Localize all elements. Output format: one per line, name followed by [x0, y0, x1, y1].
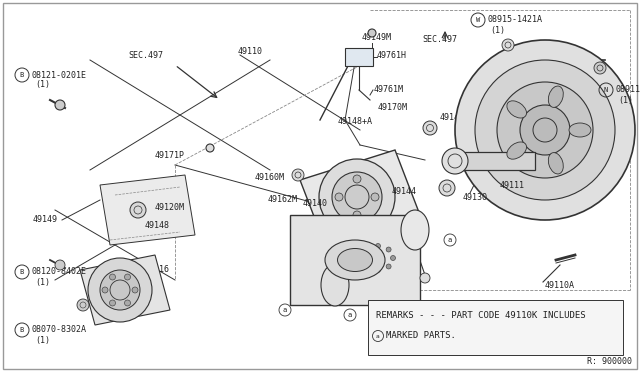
Text: 49120M: 49120M	[155, 203, 185, 212]
Circle shape	[335, 193, 343, 201]
Text: 08911-6422A: 08911-6422A	[615, 86, 640, 94]
Text: (1): (1)	[35, 336, 50, 344]
Circle shape	[475, 60, 615, 200]
Text: B: B	[20, 72, 24, 78]
Text: SEC.497: SEC.497	[128, 51, 163, 60]
Text: 08070-8302A: 08070-8302A	[31, 326, 86, 334]
Circle shape	[102, 287, 108, 293]
Circle shape	[319, 159, 395, 235]
Circle shape	[55, 100, 65, 110]
Text: 49148+A: 49148+A	[338, 118, 373, 126]
Circle shape	[55, 260, 65, 270]
Text: 49162M: 49162M	[268, 196, 298, 205]
Circle shape	[420, 273, 430, 283]
Ellipse shape	[507, 142, 527, 159]
Text: 49140: 49140	[303, 199, 328, 208]
Text: 49144: 49144	[392, 187, 417, 196]
Text: 49110A: 49110A	[545, 280, 575, 289]
Text: MARKED PARTS.: MARKED PARTS.	[386, 331, 456, 340]
Circle shape	[594, 62, 606, 74]
Text: 49116: 49116	[145, 266, 170, 275]
Ellipse shape	[569, 123, 591, 137]
Bar	[460, 152, 535, 170]
Bar	[290, 215, 420, 305]
Text: W: W	[476, 17, 480, 23]
Text: B: B	[20, 269, 24, 275]
Circle shape	[439, 180, 455, 196]
Circle shape	[292, 169, 304, 181]
Text: B: B	[20, 327, 24, 333]
Circle shape	[125, 274, 131, 280]
Text: 08120-8402E: 08120-8402E	[31, 267, 86, 276]
Circle shape	[386, 264, 391, 269]
Text: 08915-1421A: 08915-1421A	[487, 16, 542, 25]
Text: 49149: 49149	[33, 215, 58, 224]
Circle shape	[520, 105, 570, 155]
Text: 49148: 49148	[145, 221, 170, 230]
Circle shape	[365, 247, 370, 252]
Text: (1): (1)	[490, 26, 505, 35]
Text: 49110: 49110	[238, 48, 263, 57]
Ellipse shape	[548, 153, 563, 174]
Circle shape	[353, 175, 361, 183]
Ellipse shape	[337, 248, 372, 272]
Circle shape	[386, 247, 391, 252]
Text: 08121-0201E: 08121-0201E	[31, 71, 86, 80]
Circle shape	[109, 274, 115, 280]
Circle shape	[88, 258, 152, 322]
Text: SEC.497: SEC.497	[422, 35, 457, 45]
Circle shape	[390, 256, 396, 260]
Text: (1): (1)	[618, 96, 633, 105]
Circle shape	[360, 256, 365, 260]
Circle shape	[353, 211, 361, 219]
Circle shape	[332, 172, 382, 222]
Circle shape	[442, 148, 468, 174]
Text: 49761H: 49761H	[377, 51, 407, 60]
Circle shape	[376, 244, 381, 248]
Text: N: N	[604, 87, 608, 93]
Bar	[345, 48, 373, 66]
Text: (1): (1)	[35, 80, 50, 90]
Text: 49761M: 49761M	[374, 86, 404, 94]
Circle shape	[423, 121, 437, 135]
Circle shape	[100, 270, 140, 310]
Text: a: a	[348, 312, 352, 318]
Circle shape	[376, 267, 381, 273]
Text: R: 900000: R: 900000	[587, 357, 632, 366]
Text: 49148+A: 49148+A	[440, 113, 475, 122]
Circle shape	[77, 299, 89, 311]
Ellipse shape	[507, 101, 527, 118]
Text: 49149M: 49149M	[362, 33, 392, 42]
Polygon shape	[300, 150, 420, 245]
Text: REMARKS - - - PART CODE 49110K INCLUDES: REMARKS - - - PART CODE 49110K INCLUDES	[376, 311, 586, 321]
Circle shape	[130, 202, 146, 218]
Text: a: a	[448, 237, 452, 243]
Ellipse shape	[548, 86, 563, 108]
Polygon shape	[80, 255, 170, 325]
Circle shape	[125, 300, 131, 306]
Text: 4914B: 4914B	[385, 308, 410, 317]
Bar	[368, 300, 623, 355]
Text: 49111: 49111	[500, 180, 525, 189]
Ellipse shape	[321, 264, 349, 306]
Circle shape	[502, 39, 514, 51]
Circle shape	[371, 193, 379, 201]
Ellipse shape	[325, 240, 385, 280]
Circle shape	[497, 82, 593, 178]
Circle shape	[455, 40, 635, 220]
Circle shape	[365, 264, 370, 269]
Text: 49170M: 49170M	[378, 103, 408, 112]
Text: a: a	[376, 334, 380, 339]
Circle shape	[132, 287, 138, 293]
Text: (1): (1)	[35, 278, 50, 286]
Circle shape	[206, 144, 214, 152]
Text: 4913O: 4913O	[463, 192, 488, 202]
Text: a: a	[283, 307, 287, 313]
Circle shape	[368, 29, 376, 37]
Polygon shape	[100, 175, 195, 245]
Ellipse shape	[401, 210, 429, 250]
Text: 49171P: 49171P	[155, 151, 185, 160]
Circle shape	[109, 300, 115, 306]
Text: 49160M: 49160M	[255, 173, 285, 183]
